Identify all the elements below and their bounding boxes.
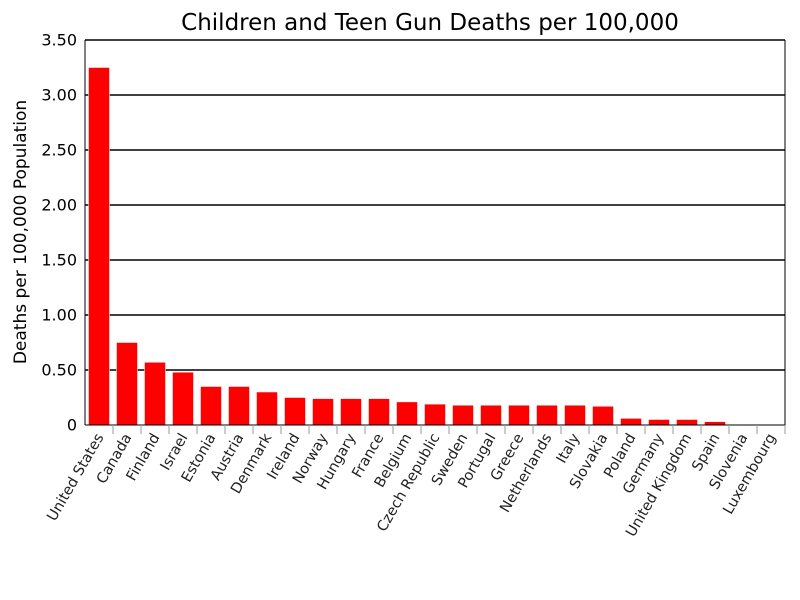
y-tick-label: 0 xyxy=(67,416,77,435)
bar xyxy=(396,401,418,426)
y-tick-label: 1.00 xyxy=(41,306,77,325)
bar xyxy=(424,403,446,426)
bar xyxy=(676,419,698,426)
gridlines xyxy=(85,39,785,371)
bar xyxy=(648,419,670,426)
bar xyxy=(340,398,362,426)
bar xyxy=(368,398,390,426)
y-tick-label: 0.50 xyxy=(41,361,77,380)
bar xyxy=(564,404,586,426)
x-tick-label: Italy xyxy=(554,431,584,467)
x-tick-labels: United StatesCanadaFinlandIsraelEstoniaA… xyxy=(45,425,786,540)
bar xyxy=(228,386,250,426)
bar xyxy=(144,362,166,426)
bar xyxy=(620,418,642,426)
bar xyxy=(508,404,530,426)
bar xyxy=(536,404,558,426)
y-tick-label: 3.50 xyxy=(41,31,77,50)
y-tick-label: 1.50 xyxy=(41,251,77,270)
y-tick-labels: 0 0.50 1.00 1.50 2.00 2.50 3.00 3.50 xyxy=(41,31,77,435)
bar xyxy=(200,386,222,426)
chart-title: Children and Teen Gun Deaths per 100,000 xyxy=(181,10,679,36)
bars xyxy=(88,67,726,426)
axes-frame xyxy=(84,40,786,426)
bar xyxy=(88,67,110,426)
bar xyxy=(592,406,614,426)
bar xyxy=(452,404,474,426)
bar xyxy=(480,404,502,426)
y-axis-label: Deaths per 100,000 Population xyxy=(11,100,31,364)
bar xyxy=(256,391,278,426)
y-tick-label: 2.00 xyxy=(41,196,77,215)
bar xyxy=(172,371,194,426)
bar xyxy=(116,342,138,426)
bar xyxy=(312,398,334,426)
y-tick-label: 3.00 xyxy=(41,86,77,105)
y-tick-label: 2.50 xyxy=(41,141,77,160)
bar xyxy=(284,397,306,426)
